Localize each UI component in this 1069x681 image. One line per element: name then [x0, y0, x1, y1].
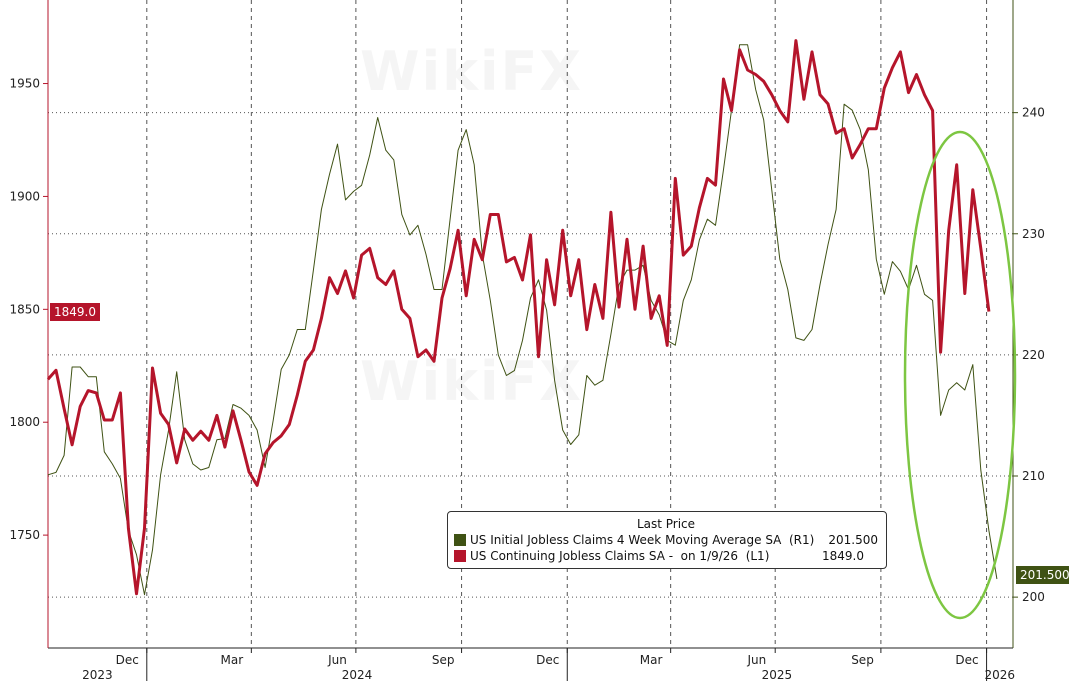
left-axis-tick-label: 1750 — [9, 528, 40, 542]
left-axis-tick-label: 1800 — [9, 415, 40, 429]
x-axis-month-label: Dec — [536, 653, 559, 667]
legend-label: US Continuing Jobless Claims SA - on 1/9… — [470, 549, 770, 563]
x-axis-year-label: 2024 — [342, 668, 373, 681]
left-axis-tick-label: 1900 — [9, 189, 40, 203]
x-axis-month-label: Mar — [640, 653, 663, 667]
left-axis-tick-label: 1950 — [9, 77, 40, 91]
x-axis-year-label: 2025 — [762, 668, 793, 681]
plot-lines — [46, 39, 998, 596]
right-axis-tick-label: 200 — [1022, 590, 1045, 604]
right-axis-tick-label: 240 — [1022, 106, 1045, 120]
last-value-badge-left: 1849.0 — [50, 302, 100, 321]
legend: Last Price US Initial Jobless Claims 4 W… — [447, 511, 887, 569]
x-axis-month-label: Dec — [116, 653, 139, 667]
legend-swatch — [454, 550, 466, 562]
x-axis-year-label: 2026 — [985, 668, 1016, 681]
left-axis: 1750 1800 1850 1900 1950 — [9, 0, 49, 648]
legend-item-continuing-claims: US Continuing Jobless Claims SA - on 1/9… — [454, 548, 878, 564]
right-axis-tick-label: 220 — [1022, 348, 1045, 362]
x-axis-month-label: Jun — [746, 653, 766, 667]
legend-title: Last Price — [636, 517, 696, 531]
x-axis-month-label: Mar — [220, 653, 243, 667]
legend-label: US Initial Jobless Claims 4 Week Moving … — [470, 533, 815, 547]
legend-value: 201.500 — [828, 533, 878, 547]
right-axis-tick-label: 210 — [1022, 469, 1045, 483]
x-axis-month-label: Sep — [851, 653, 874, 667]
x-axis-month-label: Jun — [327, 653, 347, 667]
series-line-continuing-claims — [46, 39, 991, 596]
right-axis: 200 210 220 230 240 — [1012, 0, 1045, 648]
x-axis-year-label: 2023 — [82, 668, 113, 681]
legend-swatch — [454, 534, 466, 546]
x-axis-month-label: Sep — [432, 653, 455, 667]
last-value-badge-right: 201.500 — [1016, 565, 1069, 584]
annotation-ellipse — [903, 130, 1017, 620]
x-axis-month-label: Dec — [955, 653, 978, 667]
legend-value: 1849.0 — [822, 549, 864, 563]
left-axis-tick-label: 1850 — [9, 302, 40, 316]
right-axis-tick-label: 230 — [1022, 227, 1045, 241]
legend-item-initial-claims: US Initial Jobless Claims 4 Week Moving … — [454, 532, 878, 548]
series-line-initial-claims-4wk-ma — [47, 44, 998, 596]
